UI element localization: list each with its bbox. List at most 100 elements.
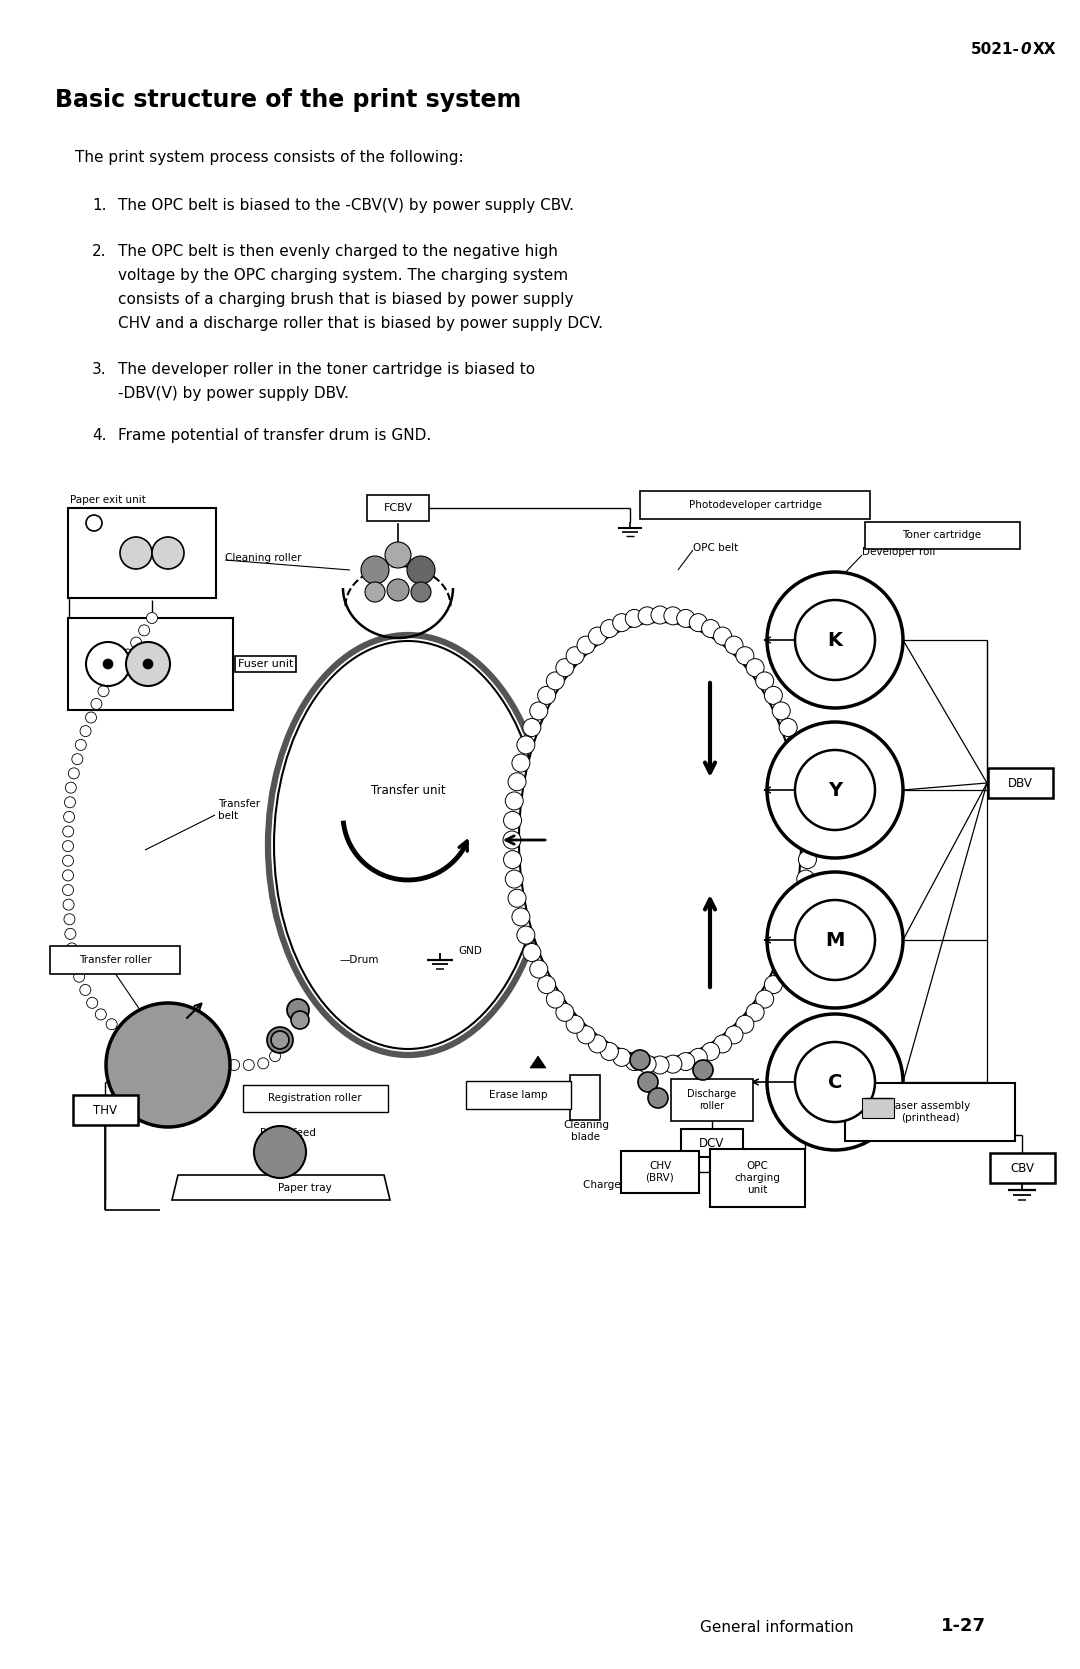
Circle shape [794, 773, 812, 791]
Circle shape [80, 726, 91, 736]
Circle shape [86, 643, 130, 686]
Circle shape [779, 718, 797, 736]
Circle shape [767, 871, 903, 1008]
Text: 1.: 1. [92, 199, 107, 214]
Circle shape [735, 1015, 754, 1033]
Bar [845, 1083, 1015, 1142]
Text: General information: General information [700, 1621, 853, 1636]
Circle shape [503, 811, 522, 829]
Text: Toner cartridge: Toner cartridge [903, 531, 982, 541]
Bar [671, 1078, 753, 1122]
Text: CHV and a discharge roller that is biased by power supply DCV.: CHV and a discharge roller that is biase… [118, 315, 603, 330]
Ellipse shape [268, 634, 548, 1055]
Circle shape [80, 985, 91, 995]
Text: DCV: DCV [700, 1137, 725, 1150]
Circle shape [693, 1060, 713, 1080]
Circle shape [113, 661, 124, 673]
Text: consists of a charging brush that is biased by power supply: consists of a charging brush that is bia… [118, 292, 573, 307]
Circle shape [530, 960, 548, 978]
Circle shape [73, 971, 84, 983]
Text: Discharge
roller: Discharge roller [688, 1090, 737, 1112]
Text: Paper exit unit: Paper exit unit [70, 496, 146, 506]
Circle shape [272, 1036, 283, 1048]
Circle shape [600, 1043, 619, 1060]
Text: K: K [827, 631, 842, 649]
Circle shape [651, 1056, 669, 1073]
Circle shape [664, 608, 681, 624]
Circle shape [76, 739, 86, 751]
Circle shape [702, 1043, 719, 1060]
Bar [72, 1095, 137, 1125]
Text: Transfer
belt: Transfer belt [218, 799, 260, 821]
Circle shape [589, 1035, 607, 1053]
Circle shape [795, 749, 875, 829]
Circle shape [538, 686, 555, 704]
Circle shape [66, 783, 77, 793]
Text: Paper tray: Paper tray [278, 1183, 332, 1193]
Text: Y: Y [828, 781, 842, 799]
Bar [681, 1128, 743, 1157]
Circle shape [65, 796, 76, 808]
Circle shape [122, 649, 133, 659]
Bar [570, 1075, 600, 1120]
Circle shape [625, 1053, 644, 1070]
Bar [862, 1098, 894, 1118]
Circle shape [66, 943, 78, 955]
Text: Fuser unit: Fuser unit [238, 659, 294, 669]
Bar [465, 1082, 570, 1108]
Circle shape [795, 900, 875, 980]
Bar [989, 1153, 1054, 1183]
Circle shape [556, 1003, 573, 1021]
Text: C: C [827, 1073, 842, 1092]
Circle shape [411, 582, 431, 603]
Circle shape [765, 976, 782, 993]
Circle shape [254, 1127, 306, 1178]
Text: 5021-: 5021- [971, 42, 1020, 57]
Circle shape [795, 1041, 875, 1122]
Circle shape [503, 851, 522, 868]
Circle shape [577, 636, 595, 654]
Circle shape [143, 659, 153, 669]
Circle shape [566, 646, 584, 664]
Bar [367, 496, 429, 521]
Text: OPC
charging
unit: OPC charging unit [734, 1162, 780, 1195]
Text: M: M [825, 931, 845, 950]
Circle shape [772, 960, 791, 978]
Circle shape [767, 1015, 903, 1150]
Circle shape [267, 1026, 293, 1053]
Circle shape [756, 673, 773, 689]
Circle shape [387, 579, 409, 601]
Circle shape [103, 659, 113, 669]
Text: 1-27: 1-27 [941, 1617, 986, 1636]
Circle shape [63, 900, 75, 910]
Circle shape [70, 956, 81, 968]
Circle shape [508, 890, 526, 908]
Circle shape [566, 1015, 584, 1033]
Text: Erase lamp: Erase lamp [489, 1090, 548, 1100]
Text: Laser assembly
(printhead): Laser assembly (printhead) [889, 1102, 971, 1123]
Text: GND: GND [458, 946, 482, 956]
Circle shape [243, 1060, 254, 1070]
Circle shape [86, 998, 97, 1008]
Text: —Drum: —Drum [340, 955, 379, 965]
Circle shape [118, 1028, 129, 1038]
Text: Charge brush: Charge brush [583, 1180, 653, 1190]
Bar [710, 1148, 805, 1207]
Circle shape [794, 890, 812, 908]
Circle shape [799, 831, 816, 850]
Text: XX: XX [1032, 42, 1056, 57]
Circle shape [612, 614, 631, 631]
Bar [621, 1152, 699, 1193]
Circle shape [714, 1035, 731, 1053]
Circle shape [63, 826, 73, 836]
Circle shape [270, 1050, 281, 1061]
Ellipse shape [519, 623, 801, 1058]
Circle shape [638, 1055, 657, 1073]
Text: The OPC belt is biased to the -CBV(V) by power supply CBV.: The OPC belt is biased to the -CBV(V) by… [118, 199, 573, 214]
Circle shape [258, 1058, 269, 1068]
Circle shape [785, 736, 804, 754]
Text: 0: 0 [1020, 42, 1030, 57]
Circle shape [98, 686, 109, 696]
Circle shape [625, 609, 644, 628]
Circle shape [779, 943, 797, 961]
